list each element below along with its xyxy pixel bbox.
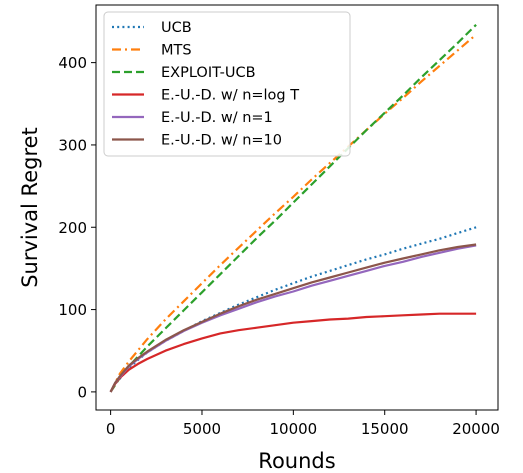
x-tick-label: 5000: [183, 420, 221, 438]
y-tick-label: 0: [77, 383, 87, 401]
legend: UCB MTS EXPLOIT-UCB E.-U.-D. w/ n=log T E.-U…: [103, 11, 351, 157]
x-tick-label: 20000: [452, 420, 500, 438]
legend-box: [103, 11, 351, 157]
legend-entry-label: MTS: [161, 43, 192, 59]
x-tick-label: 10000: [269, 420, 317, 438]
series-layer: [109, 24, 477, 393]
series-line-2: [109, 33, 477, 393]
legend-entry-label: E.-U.-D. w/ n=log T: [161, 88, 299, 104]
legend-entry-label: E.-U.-D. w/ n=1: [161, 110, 273, 126]
y-tick-label: 300: [58, 136, 87, 154]
x-axis-ticks: 0 5000 10000 15000 20000: [106, 410, 500, 438]
legend-entry-label: UCB: [161, 20, 192, 36]
y-tick-label: 100: [58, 301, 87, 319]
y-axis-label: Survival Regret: [18, 127, 42, 288]
series-line-6: [109, 243, 477, 393]
series-line-4: [109, 312, 477, 393]
plot-frame: [95, 4, 499, 411]
legend-entry-label: E.-U.-D. w/ n=10: [161, 133, 282, 149]
legend-entry-label: EXPLOIT-UCB: [161, 65, 256, 81]
x-tick-label: 15000: [361, 420, 409, 438]
x-axis-label: Rounds: [258, 449, 335, 473]
series-line-1: [109, 226, 477, 393]
x-tick-label: 0: [106, 420, 116, 438]
y-tick-label: 400: [58, 54, 87, 72]
y-tick-label: 200: [58, 219, 87, 237]
y-axis-ticks: 0 100 200 300 400: [58, 54, 96, 401]
series-line-5: [109, 244, 477, 393]
